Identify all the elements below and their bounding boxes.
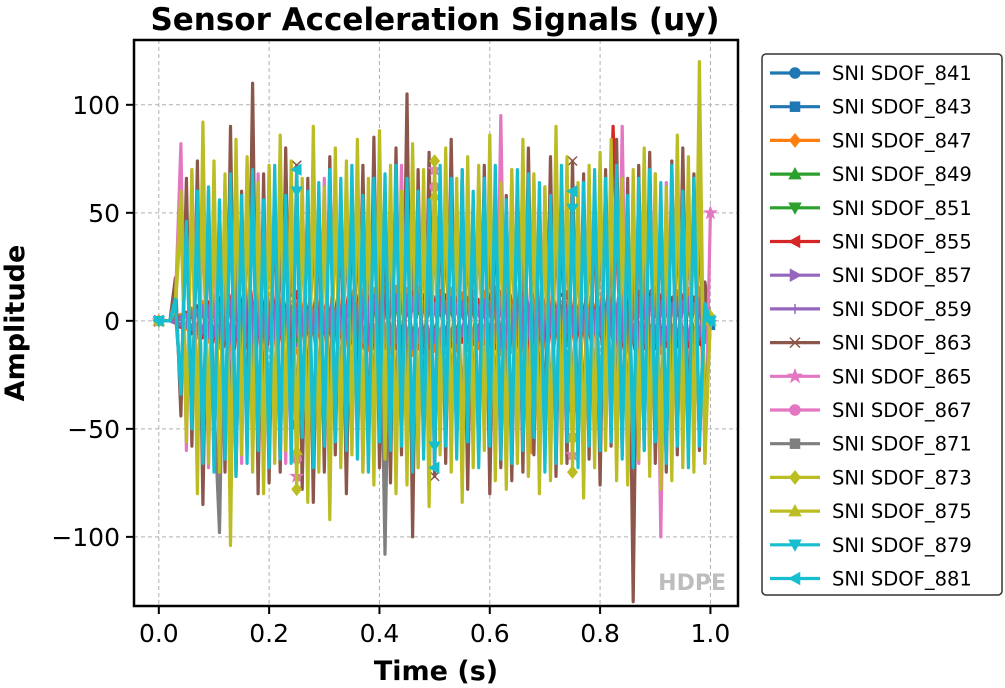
legend-marker-11 xyxy=(789,438,801,449)
series-15-point-100 xyxy=(703,314,716,328)
y-axis: −100 −50 0 50 100 xyxy=(51,91,134,552)
legend-marker-3 xyxy=(788,167,802,180)
legend-marker-10 xyxy=(789,404,801,416)
series-13-point-50 xyxy=(428,189,441,201)
legend-frame xyxy=(761,53,1003,596)
legend-marker-14 xyxy=(788,539,802,552)
legend-label-15: SNI SDOF_881 xyxy=(832,568,972,591)
legend-label-4: SNI SDOF_851 xyxy=(832,197,972,220)
series-layer xyxy=(151,60,718,604)
legend: SNI SDOF_841 SNI SDOF_843 SNI SDOF_847 SNI … xyxy=(761,53,1003,596)
y-tick-label-0: −100 xyxy=(51,523,120,552)
legend-marker-6 xyxy=(789,268,803,282)
legend-label-9: SNI SDOF_865 xyxy=(832,365,972,388)
y-tick-label-3: 50 xyxy=(88,199,120,228)
series-8-point-50 xyxy=(429,471,440,482)
legend-marker-0 xyxy=(789,67,801,79)
series-15-point-25 xyxy=(290,163,302,176)
legend-marker-4 xyxy=(788,202,802,215)
legend-label-8: SNI SDOF_863 xyxy=(832,332,972,355)
legend-label-6: SNI SDOF_857 xyxy=(832,264,972,287)
series-9-point-100 xyxy=(702,204,718,220)
legend-marker-2 xyxy=(789,133,801,148)
legend-marker-13 xyxy=(788,504,802,517)
legend-label-14: SNI SDOF_879 xyxy=(832,534,972,557)
y-tick-label-2: 0 xyxy=(104,307,120,336)
series-15-point-0 xyxy=(152,314,164,328)
x-tick-label-5: 1.0 xyxy=(691,619,731,648)
series-12-point-75 xyxy=(567,465,578,479)
legend-marker-15 xyxy=(787,571,801,586)
series-13-point-75 xyxy=(566,430,579,443)
legend-label-11: SNI SDOF_871 xyxy=(832,433,972,456)
legend-marker-1 xyxy=(789,101,801,112)
series-8-point-75 xyxy=(567,155,578,167)
x-axis: 0.0 0.2 0.4 0.6 0.8 1.0 xyxy=(139,606,730,648)
legend-marker-8 xyxy=(789,337,801,349)
material-annotation: HDPE xyxy=(658,571,726,596)
x-tick-label-4: 0.8 xyxy=(580,619,620,648)
legend-marker-12 xyxy=(789,470,801,485)
legend-label-0: SNI SDOF_841 xyxy=(832,62,972,85)
legend-marker-5 xyxy=(787,234,801,249)
legend-label-5: SNI SDOF_855 xyxy=(832,231,972,254)
legend-label-12: SNI SDOF_873 xyxy=(832,466,972,489)
legend-marker-7 xyxy=(790,303,800,314)
plot-frame xyxy=(132,38,740,608)
legend-label-10: SNI SDOF_867 xyxy=(832,399,972,422)
x-tick-label-1: 0.2 xyxy=(249,619,289,648)
legend-label-1: SNI SDOF_843 xyxy=(832,96,972,119)
legend-label-13: SNI SDOF_875 xyxy=(832,500,972,523)
series-12-point-25 xyxy=(291,482,303,497)
x-tick-label-0: 0.0 xyxy=(139,619,179,648)
series-12-point-50 xyxy=(429,154,441,168)
legend-label-3: SNI SDOF_849 xyxy=(832,163,972,186)
legend-label-7: SNI SDOF_859 xyxy=(832,298,972,321)
series-13-point-25 xyxy=(290,443,303,456)
legend-marker-9 xyxy=(786,367,804,384)
x-tick-label-2: 0.4 xyxy=(360,619,400,648)
series-15-point-50 xyxy=(428,461,440,474)
chart-title: Sensor Acceleration Signals (uy) xyxy=(150,2,719,38)
x-tick-label-3: 0.6 xyxy=(470,619,510,648)
series-15-point-75 xyxy=(566,185,578,198)
y-tick-label-1: −50 xyxy=(67,415,120,444)
legend-label-2: SNI SDOF_847 xyxy=(832,129,972,152)
y-tick-label-4: 100 xyxy=(72,91,120,120)
y-axis-label: Amplitude xyxy=(0,245,31,402)
x-axis-label: Time (s) xyxy=(374,656,498,687)
